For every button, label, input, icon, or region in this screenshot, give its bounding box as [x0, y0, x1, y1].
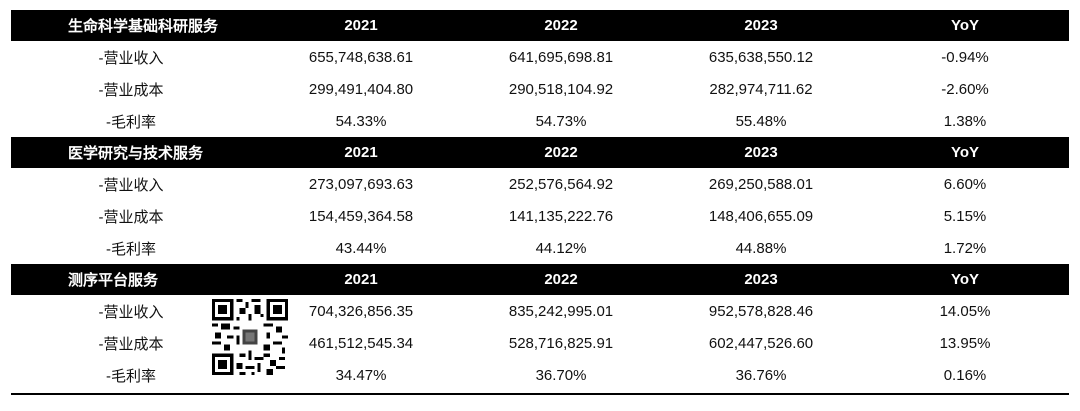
cell-value: 273,097,693.63 — [308, 175, 414, 193]
row-label: -营业成本 — [98, 208, 164, 226]
cell-yoy: -0.94% — [941, 48, 989, 66]
table-row: -毛利率 34.47% 36.70% 36.76% 0.16% — [11, 359, 1069, 391]
cell-value: 641,695,698.81 — [508, 48, 614, 66]
row-label: -毛利率 — [106, 240, 156, 258]
table-row: -毛利率 54.33% 54.73% 55.48% 1.38% — [11, 105, 1069, 137]
cell-value: 141,135,222.76 — [508, 207, 614, 225]
row-label: -营业成本 — [98, 335, 164, 353]
cell-yoy: 5.15% — [943, 207, 987, 225]
table-row: -营业收入 273,097,693.63 252,576,564.92 269,… — [11, 168, 1069, 200]
year-header: 2021 — [261, 137, 461, 168]
cell-value: 704,326,856.35 — [308, 302, 414, 320]
cell-value: 282,974,711.62 — [709, 80, 813, 98]
table-row: -营业成本 461,512,545.34 528,716,825.91 602,… — [11, 327, 1069, 359]
yoy-header: YoY — [861, 137, 1069, 168]
cell-value: 252,576,564.92 — [508, 175, 614, 193]
financial-table-container: 生命科学基础科研服务 2021 2022 2023 YoY -营业收入 655,… — [11, 10, 1069, 391]
cell-yoy: 1.38% — [943, 112, 987, 130]
table-row: -毛利率 43.44% 44.12% 44.88% 1.72% — [11, 232, 1069, 264]
cell-value: 835,242,995.01 — [508, 302, 614, 320]
cell-value: 635,638,550.12 — [708, 48, 814, 66]
section-header-sequencing-platform: 测序平台服务 2021 2022 2023 YoY — [11, 264, 1069, 295]
section-title: 医学研究与技术服务 — [11, 137, 261, 168]
cell-value: 44.88% — [735, 239, 787, 257]
section-header-life-science: 生命科学基础科研服务 2021 2022 2023 YoY — [11, 10, 1069, 41]
row-label: -毛利率 — [106, 367, 156, 385]
yoy-header: YoY — [861, 264, 1069, 295]
cell-value: 34.47% — [335, 366, 387, 384]
row-label: -毛利率 — [106, 113, 156, 131]
row-label: -营业收入 — [98, 303, 164, 321]
cell-value: 655,748,638.61 — [308, 48, 414, 66]
cell-value: 299,491,404.80 — [308, 80, 414, 98]
cell-value: 290,518,104.92 — [508, 80, 614, 98]
table-row: -营业收入 655,748,638.61 641,695,698.81 635,… — [11, 41, 1069, 73]
section-title: 测序平台服务 — [11, 264, 261, 295]
row-label: -营业收入 — [98, 49, 164, 67]
year-header: 2023 — [661, 10, 861, 41]
cell-value: 43.44% — [335, 239, 387, 257]
cell-value: 36.76% — [735, 366, 787, 384]
yoy-header: YoY — [861, 10, 1069, 41]
cell-yoy: -2.60% — [941, 80, 989, 98]
cell-yoy: 14.05% — [939, 302, 991, 320]
section-title: 生命科学基础科研服务 — [11, 10, 261, 41]
qr-code-icon — [212, 299, 288, 375]
cell-value: 461,512,545.34 — [308, 334, 414, 352]
year-header: 2022 — [461, 264, 661, 295]
cell-value: 44.12% — [535, 239, 587, 257]
year-header: 2022 — [461, 137, 661, 168]
cell-value: 154,459,364.58 — [308, 207, 414, 225]
cell-yoy: 1.72% — [943, 239, 987, 257]
cell-yoy: 6.60% — [943, 175, 987, 193]
table-row: -营业成本 154,459,364.58 141,135,222.76 148,… — [11, 200, 1069, 232]
section-header-medical-research: 医学研究与技术服务 2021 2022 2023 YoY — [11, 137, 1069, 168]
cell-value: 602,447,526.60 — [708, 334, 814, 352]
table-row: -营业成本 299,491,404.80 290,518,104.92 282,… — [11, 73, 1069, 105]
row-label: -营业成本 — [98, 81, 164, 99]
cell-yoy: 0.16% — [943, 366, 987, 384]
year-header: 2023 — [661, 137, 861, 168]
cell-value: 148,406,655.09 — [708, 207, 814, 225]
cell-value: 36.70% — [535, 366, 587, 384]
year-header: 2021 — [261, 264, 461, 295]
cell-value: 269,250,588.01 — [708, 175, 814, 193]
year-header: 2021 — [261, 10, 461, 41]
cell-value: 54.73% — [535, 112, 587, 130]
cell-value: 952,578,828.46 — [708, 302, 814, 320]
financial-table: 生命科学基础科研服务 2021 2022 2023 YoY -营业收入 655,… — [11, 10, 1069, 391]
cell-value: 55.48% — [735, 112, 787, 130]
bottom-rule — [11, 393, 1069, 395]
year-header: 2022 — [461, 10, 661, 41]
cell-value: 54.33% — [335, 112, 387, 130]
year-header: 2023 — [661, 264, 861, 295]
cell-value: 528,716,825.91 — [508, 334, 614, 352]
row-label: -营业收入 — [98, 176, 164, 194]
cell-yoy: 13.95% — [939, 334, 991, 352]
table-row: -营业收入 704,326,856.35 835,242,995.01 952,… — [11, 295, 1069, 327]
